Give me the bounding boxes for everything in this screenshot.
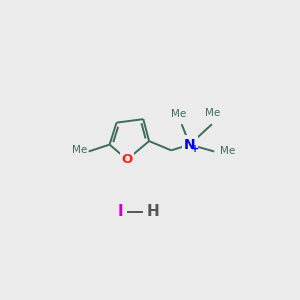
Text: Me: Me [71,145,87,155]
Text: H: H [146,204,159,219]
Text: N: N [184,138,196,152]
Text: Me: Me [170,109,186,119]
Text: I: I [117,204,123,219]
Text: Me: Me [206,108,221,118]
Text: Me: Me [220,146,235,157]
Text: O: O [122,153,133,166]
Text: +: + [191,144,199,154]
